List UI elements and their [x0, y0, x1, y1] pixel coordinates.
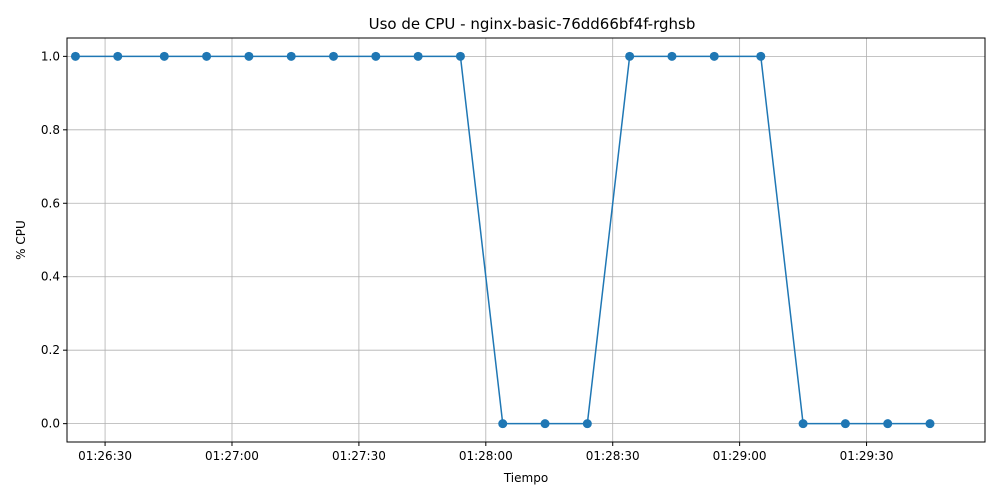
x-axis: 01:26:30 01:27:00 01:27:30 01:28:00 01:28:30…: [78, 442, 894, 463]
data-point: [840, 419, 850, 429]
data-point: [371, 51, 381, 61]
y-tick-label: 0.0: [41, 417, 60, 431]
y-tick-label: 0.8: [41, 123, 60, 137]
x-tick-label: 01:27:00: [205, 449, 259, 463]
y-tick-label: 0.6: [41, 196, 60, 210]
y-axis-label: % CPU: [14, 220, 28, 260]
y-tick-label: 1.0: [41, 49, 60, 63]
data-point: [413, 51, 423, 61]
series-layer: [70, 51, 935, 429]
data-point: [625, 51, 635, 61]
x-tick-label: 01:29:30: [840, 449, 894, 463]
data-point: [925, 419, 935, 429]
data-point: [582, 419, 592, 429]
data-point: [202, 51, 212, 61]
data-point: [455, 51, 465, 61]
x-tick-label: 01:28:00: [459, 449, 513, 463]
chart-title: Uso de CPU - nginx-basic-76dd66bf4f-rghs…: [369, 15, 696, 33]
data-point: [329, 51, 339, 61]
x-axis-label: Tiempo: [503, 471, 548, 485]
y-axis: 0.0 0.2 0.4 0.6 0.8 1.0: [41, 49, 67, 431]
data-point: [113, 51, 123, 61]
y-tick-label: 0.2: [41, 343, 60, 357]
data-point: [709, 51, 719, 61]
data-point: [244, 51, 254, 61]
data-point: [883, 419, 893, 429]
x-tick-label: 01:28:30: [586, 449, 640, 463]
data-point: [667, 51, 677, 61]
plot-frame: [66, 37, 986, 443]
data-point: [540, 419, 550, 429]
data-point: [756, 51, 766, 61]
data-point: [498, 419, 508, 429]
data-point: [70, 51, 80, 61]
grid-layer: [67, 38, 985, 442]
x-tick-label: 01:29:00: [713, 449, 767, 463]
data-point: [286, 51, 296, 61]
data-point: [159, 51, 169, 61]
x-tick-label: 01:26:30: [78, 449, 132, 463]
y-tick-label: 0.4: [41, 270, 60, 284]
data-point: [798, 419, 808, 429]
x-tick-label: 01:27:30: [332, 449, 386, 463]
